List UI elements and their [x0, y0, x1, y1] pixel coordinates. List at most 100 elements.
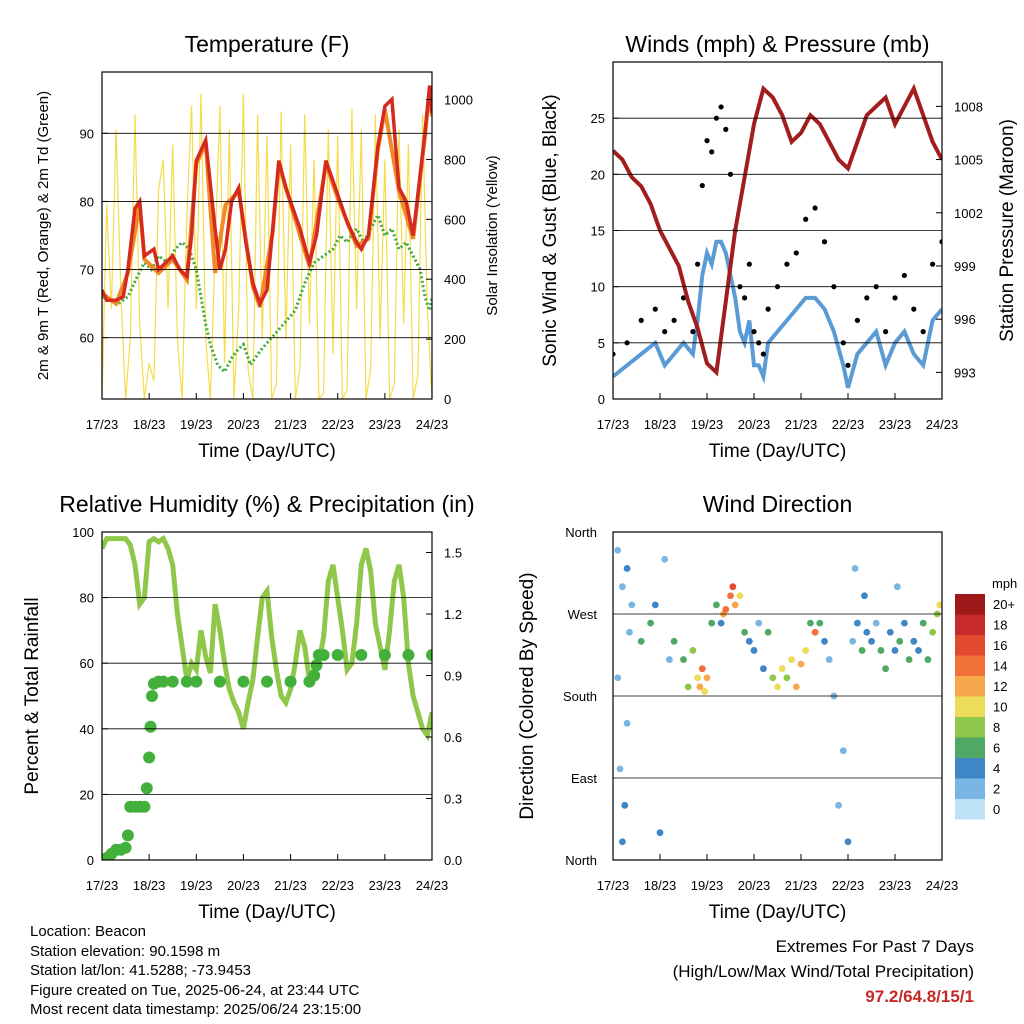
plot-frame — [612, 61, 943, 400]
y-tick-label: 20 — [80, 787, 94, 802]
precipitation-point — [180, 675, 193, 688]
solar-insolation-line — [102, 93, 432, 399]
gust-point — [746, 261, 752, 267]
gust-point — [812, 205, 818, 211]
precipitation-point — [426, 649, 432, 661]
legend-title: mph — [992, 576, 1017, 591]
wind-direction-point — [666, 656, 673, 663]
wind-speed-line — [613, 239, 942, 389]
precipitation-point — [310, 659, 323, 672]
wind-direction-point — [811, 628, 819, 636]
legend-label: 6 — [993, 741, 1000, 756]
legend-swatch — [955, 635, 985, 656]
wind-direction-point — [741, 628, 748, 636]
station-latlon: Station lat/lon: 41.5288; -73.9453 — [30, 962, 252, 979]
station-location: Location: Beacon — [30, 923, 146, 940]
wind-direction-point — [915, 647, 922, 654]
precipitation-point — [355, 649, 368, 661]
gust-point — [939, 239, 942, 245]
wind-direction-point — [736, 592, 744, 600]
y-tick-label: 0 — [87, 853, 94, 868]
legend-swatch — [955, 799, 985, 820]
chart-title: Relative Humidity (%) & Precipitation (i… — [59, 491, 474, 517]
precipitation-point — [284, 675, 297, 688]
legend-swatch — [955, 594, 985, 615]
y-axis-label: Direction (Colored By Speed) — [517, 572, 538, 819]
legend-swatch — [955, 696, 985, 717]
wind-direction-point — [910, 637, 918, 645]
gust-point — [845, 362, 851, 368]
gust-point — [751, 329, 757, 335]
chart-title: Wind Direction — [703, 491, 853, 517]
x-tick-label: 22/23 — [832, 878, 865, 893]
gust-point — [760, 351, 767, 357]
wind-direction-point — [727, 592, 734, 600]
precipitation-point — [143, 751, 156, 764]
x-tick-label: 17/23 — [597, 878, 630, 893]
x-tick-label: 17/23 — [86, 878, 119, 893]
wind-direction-point — [854, 619, 861, 627]
y-tick-label: West — [568, 607, 598, 622]
wind-direction-point — [623, 719, 631, 727]
x-tick-label: 20/23 — [738, 417, 771, 432]
wind-direction-point — [861, 592, 868, 600]
gust-point — [864, 295, 870, 301]
wind-direction-point — [623, 565, 631, 572]
legend-label: 8 — [993, 720, 1000, 735]
precipitation-point — [138, 800, 151, 813]
figure-created: Figure created on Tue, 2025-06-24, at 23… — [30, 981, 360, 999]
precipitation-point — [261, 675, 273, 688]
y-right-tick-label: 0.0 — [444, 853, 462, 868]
temperature-2m-line — [102, 85, 432, 309]
gust-point — [704, 138, 710, 144]
y-right-tick-label: 0.9 — [444, 669, 462, 684]
x-axis-label: Time (Day/UTC) — [709, 902, 847, 923]
wind-direction-point — [835, 801, 842, 809]
legend-label: 20+ — [993, 597, 1015, 612]
wind-direction-point — [647, 619, 654, 627]
gust-point — [690, 329, 696, 335]
gust-point — [901, 272, 908, 279]
x-tick-label: 20/23 — [227, 417, 260, 432]
x-tick-label: 23/23 — [879, 417, 912, 432]
legend-swatch — [955, 676, 985, 697]
y-right-tick-label: 0.6 — [444, 730, 462, 745]
y-right-tick-label: 1008 — [954, 99, 983, 114]
wind-direction-point — [825, 656, 833, 663]
data-timestamp: Most recent data timestamp: 2025/06/24 2… — [30, 1001, 362, 1018]
gust-point — [920, 329, 926, 335]
wind-direction-point — [882, 665, 889, 673]
wind-direction-point — [764, 628, 772, 636]
gust-point — [699, 182, 705, 189]
y-axis-label: Sonic Wind & Gust (Blue, Black) — [540, 94, 561, 366]
x-axis-label: Time (Day/UTC) — [198, 441, 336, 462]
x-tick-label: 19/23 — [691, 417, 724, 432]
chart-panel-1: Temperature (F) 60 70 80 90 0 200 400 600 800 1000… — [35, 31, 501, 462]
dewpoint-line — [102, 211, 432, 375]
plot-area — [102, 85, 432, 399]
wind-direction-point — [698, 665, 706, 673]
precipitation-point — [145, 690, 158, 702]
wind-direction-point — [901, 619, 908, 627]
extremes-values: 97.2/64.8/15/1 — [865, 987, 974, 1006]
y-right-tick-label: 600 — [444, 212, 466, 227]
station-elevation: Station elevation: 90.1598 m — [30, 942, 221, 960]
wind-direction-point — [651, 601, 659, 609]
precipitation-point — [144, 720, 157, 733]
wind-direction-point — [872, 619, 880, 627]
wind-direction-point — [701, 688, 709, 695]
wind-direction-point — [868, 637, 875, 645]
x-tick-label: 19/23 — [180, 417, 213, 432]
wind-direction-point — [783, 674, 791, 682]
wind-direction-point — [844, 838, 852, 846]
y-tick-label: 100 — [72, 525, 94, 540]
y-right-axis-label: Station Pressure (Maroon) — [997, 119, 1018, 342]
legend-label: 12 — [993, 679, 1007, 694]
legend-swatch — [955, 778, 985, 799]
legend-swatch — [955, 614, 985, 635]
wind-direction-point — [656, 829, 664, 837]
y-right-tick-label: 800 — [444, 152, 466, 167]
x-axis-label: Time (Day/UTC) — [709, 441, 847, 462]
x-tick-label: 24/23 — [416, 878, 449, 893]
wind-direction-point — [703, 674, 711, 682]
